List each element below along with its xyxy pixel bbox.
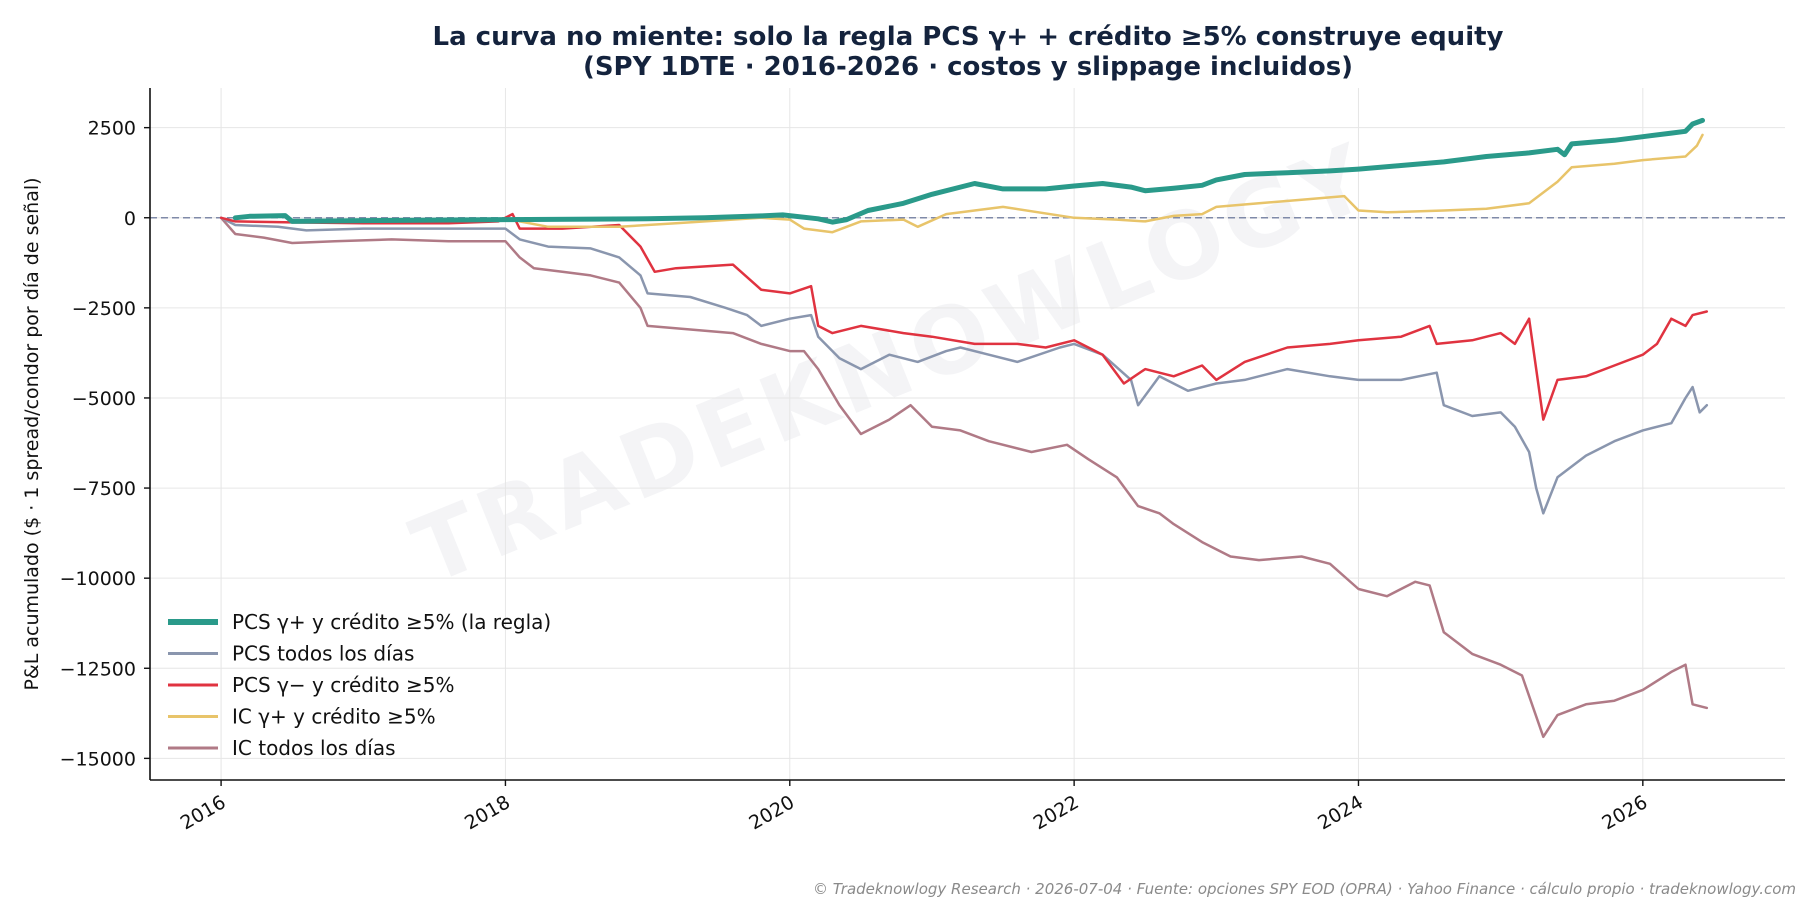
chart-title-line1: La curva no miente: solo la regla PCS γ+… <box>433 22 1504 52</box>
series-line-0 <box>232 117 1705 225</box>
y-tick-label: −10000 <box>60 568 136 590</box>
x-tick-label: 2020 <box>745 791 798 834</box>
y-tick-label: 0 <box>124 208 136 230</box>
chart-title-line2: (SPY 1DTE · 2016-2026 · costos y slippag… <box>583 52 1353 82</box>
y-tick-label: −7500 <box>72 478 136 500</box>
legend-label: IC todos los días <box>232 736 396 760</box>
y-tick-label: 2500 <box>88 118 136 140</box>
y-tick-label: −2500 <box>72 298 136 320</box>
x-tick-label: 2018 <box>461 791 514 834</box>
x-tick-label: 2024 <box>1314 791 1367 834</box>
y-tick-label: −5000 <box>72 388 136 410</box>
series-layer <box>219 117 1709 739</box>
legend-label: PCS todos los días <box>232 642 414 666</box>
legend: PCS γ+ y crédito ≥5% (la regla) PCS todos… <box>168 610 551 760</box>
x-tick-label: 2016 <box>177 791 230 834</box>
axes <box>149 88 1785 781</box>
series-line-3 <box>518 133 1704 234</box>
x-tick-label: 2022 <box>1030 791 1083 834</box>
y-tick-label: −15000 <box>60 748 136 770</box>
footer-credits: © Tradeknowlogy Research · 2026-07-04 · … <box>813 880 1796 898</box>
y-axis-label: P&L acumulado ($ · 1 spread/condor por d… <box>21 177 43 690</box>
y-tick-label: −12500 <box>60 658 136 680</box>
series-line-4 <box>219 216 1709 739</box>
legend-label: IC γ+ y crédito ≥5% <box>232 705 436 729</box>
x-tick-label: 2026 <box>1598 791 1651 834</box>
series-line-1 <box>219 216 1709 515</box>
legend-label: PCS γ− y crédito ≥5% <box>232 673 454 697</box>
legend-label: PCS γ+ y crédito ≥5% (la regla) <box>232 610 551 634</box>
